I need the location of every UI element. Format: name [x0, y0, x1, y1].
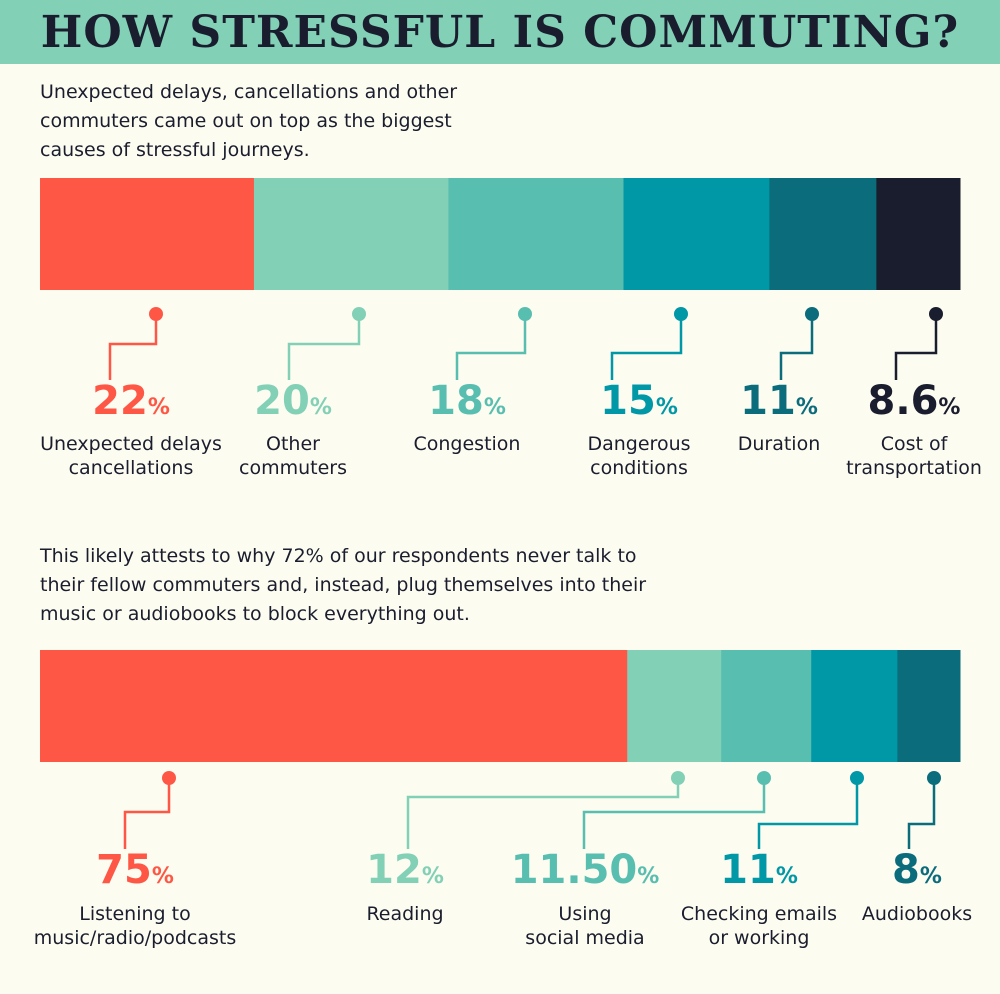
leader-line-2-1 [123, 778, 171, 849]
percent-label-1-5: 11% [740, 378, 818, 424]
percent-label-1-4: 15% [600, 378, 678, 424]
category-label-1-2: Other commuters [239, 433, 347, 479]
bar-segment-2-2 [627, 650, 722, 762]
category-label-2-4: Checking emails or working [681, 903, 837, 949]
leader-dot-1-6 [929, 307, 943, 321]
leader-line-2-2 [406, 778, 680, 849]
leader-dot-1-4 [674, 307, 688, 321]
category-label-2-1: Listening to music/radio/podcasts [34, 903, 236, 949]
percent-label-1-6: 8.6% [868, 378, 961, 424]
percent-label-1-2: 20% [254, 378, 332, 424]
category-label-1-3: Congestion [414, 433, 521, 455]
leader-line-1-6 [894, 314, 938, 380]
intro-text-activities: This likely attests to why 72% of our re… [40, 545, 647, 625]
leader-dot-2-4 [850, 771, 864, 785]
leader-dot-2-3 [757, 771, 771, 785]
bar-segment-2-1 [40, 650, 628, 762]
leader-dot-1-5 [805, 307, 819, 321]
category-label-2-5: Audiobooks [862, 903, 972, 925]
percent-label-2-1: 75% [96, 847, 174, 893]
leader-line-1-4 [610, 314, 683, 380]
leader-dot-1-1 [149, 307, 163, 321]
bar-segment-2-3 [721, 650, 812, 762]
percent-label-2-5: 8% [892, 847, 942, 893]
leader-line-2-5 [907, 778, 936, 849]
bar-segment-1-4 [623, 178, 770, 290]
category-label-1-1: Unexpected delays cancellations [40, 433, 222, 479]
leader-line-1-1 [108, 314, 158, 380]
percent-label-2-3: 11.50% [511, 847, 660, 893]
percent-label-2-2: 12% [366, 847, 444, 893]
leader-dot-2-5 [927, 771, 941, 785]
category-label-2-2: Reading [366, 903, 443, 925]
title-banner: HOW STRESSFUL IS COMMUTING? [0, 0, 1000, 64]
leader-line-1-5 [779, 314, 814, 380]
leader-line-2-4 [757, 778, 859, 849]
category-label-1-6: Cost of transportation [846, 433, 982, 479]
leader-dot-2-2 [671, 771, 685, 785]
percent-label-1-3: 18% [428, 378, 506, 424]
percent-label-2-4: 11% [720, 847, 798, 893]
leader-dot-1-3 [518, 307, 532, 321]
bar-segment-1-6 [876, 178, 961, 290]
category-label-2-3: Using social media [525, 903, 644, 949]
bar-segment-1-1 [40, 178, 255, 290]
page-title: HOW STRESSFUL IS COMMUTING? [40, 6, 960, 58]
bar-segment-1-3 [448, 178, 625, 290]
bar-segment-2-4 [811, 650, 898, 762]
bar-segment-1-2 [253, 178, 449, 290]
intro-text-stress: Unexpected delays, cancellations and oth… [40, 81, 458, 161]
bar-segment-2-5 [897, 650, 961, 762]
bar-segment-1-5 [769, 178, 877, 290]
leader-dot-1-2 [352, 307, 366, 321]
leader-line-1-3 [455, 314, 527, 380]
category-label-1-4: Dangerous conditions [587, 433, 690, 479]
percent-label-1-1: 22% [92, 378, 170, 424]
category-label-1-5: Duration [738, 433, 821, 455]
leader-dot-2-1 [162, 771, 176, 785]
leader-line-1-2 [287, 314, 361, 380]
leader-line-2-3 [582, 778, 766, 849]
